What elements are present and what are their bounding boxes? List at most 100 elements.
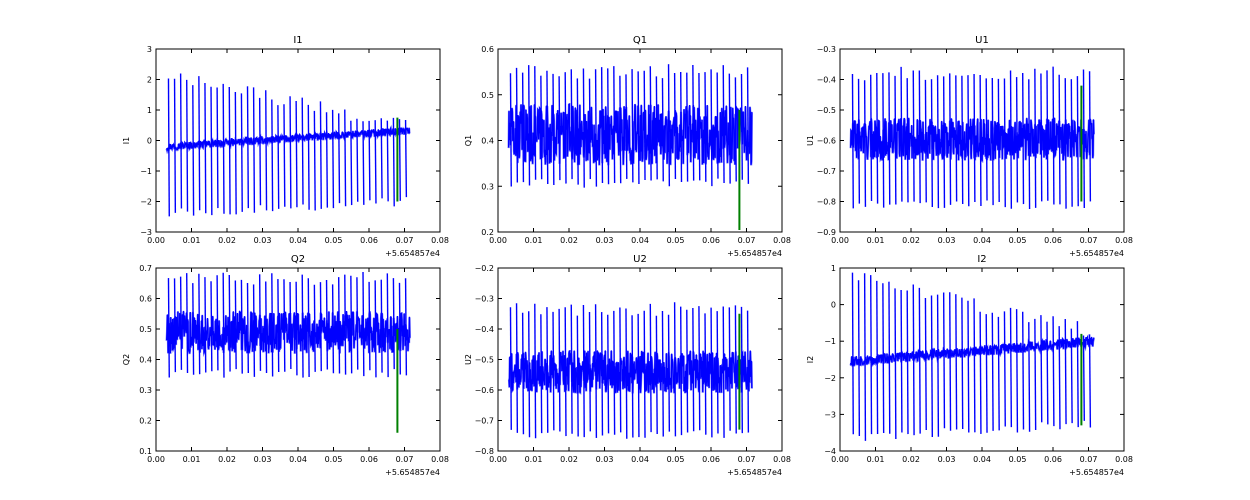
x-tick-label: 0.04 xyxy=(289,236,307,245)
x-tick-label: 0.05 xyxy=(1009,236,1027,245)
spike-mark xyxy=(528,311,531,438)
spike-mark xyxy=(576,78,579,185)
spike-mark xyxy=(1058,74,1061,205)
spike-mark xyxy=(258,97,262,206)
spike-mark xyxy=(558,308,561,432)
spike-mark xyxy=(338,277,341,374)
spike-mark xyxy=(515,303,519,433)
subplot-u1: 0.00 0.01 0.02 0.03 0.04 0.05 0.06 0.07 0.08 −0.9… xyxy=(806,35,1133,258)
spike-mark xyxy=(949,292,952,431)
spike-mark xyxy=(888,281,891,434)
subplot-title: Q1 xyxy=(633,35,647,46)
spike-mark xyxy=(338,113,341,204)
spike-mark xyxy=(710,307,713,438)
spike-mark xyxy=(167,78,170,217)
spike-mark xyxy=(1009,70,1013,209)
spike-mark xyxy=(234,280,237,370)
spike-mark xyxy=(277,279,280,373)
subplot-q2: 0.00 0.01 0.02 0.03 0.04 0.05 0.06 0.07 0.08 0.1 0… xyxy=(122,254,449,477)
spike-mark xyxy=(863,273,867,441)
spike-mark xyxy=(894,75,897,205)
spike-mark xyxy=(973,298,976,433)
x-tick-label: 0.07 xyxy=(738,455,756,464)
spike-mark xyxy=(1076,76,1079,207)
subplot-i2: 0.00 0.01 0.02 0.03 0.04 0.05 0.06 0.07 0.08 −4 −3… xyxy=(806,254,1133,477)
spike-mark xyxy=(997,78,1000,202)
spike-mark xyxy=(252,87,256,213)
x-tick-label: 0.03 xyxy=(254,455,272,464)
spike-mark xyxy=(319,101,322,209)
y-tick-label: −3 xyxy=(140,228,152,237)
plot-area xyxy=(165,271,411,433)
spike-mark xyxy=(216,87,219,209)
spike-mark xyxy=(942,76,946,208)
spike-mark xyxy=(331,284,335,374)
x-offset-label: +5.654857e4 xyxy=(385,468,440,477)
spike-mark xyxy=(1003,311,1006,427)
spike-mark xyxy=(673,72,677,179)
spike-mark xyxy=(851,74,854,209)
spike-mark xyxy=(228,87,231,215)
spike-mark xyxy=(271,99,274,212)
spike-mark xyxy=(558,76,561,181)
y-tick-label: −1 xyxy=(824,337,836,346)
spike-mark xyxy=(876,73,879,204)
x-tick-label: 0.00 xyxy=(147,455,165,464)
spike-mark xyxy=(1015,77,1019,203)
x-tick-label: 0.07 xyxy=(1080,455,1098,464)
spike-mark xyxy=(716,72,719,179)
spike-mark xyxy=(186,273,189,373)
spike-mark xyxy=(1034,318,1037,431)
x-tick-label: 0.04 xyxy=(289,455,307,464)
y-tick-label: −2 xyxy=(140,198,152,207)
subplot-title: Q2 xyxy=(291,254,305,265)
spike-mark xyxy=(210,281,213,372)
y-tick-label: −0.4 xyxy=(475,325,494,334)
spike-mark xyxy=(234,91,237,215)
spike-mark xyxy=(392,278,395,370)
spike-mark xyxy=(186,79,189,212)
subplot-q1: 0.00 0.01 0.02 0.03 0.04 0.05 0.06 0.07 0.08 0.2 0… xyxy=(464,35,791,258)
spike-mark xyxy=(540,314,543,434)
y-tick-label: 0.4 xyxy=(139,356,152,365)
spike-mark xyxy=(722,65,725,183)
spike-mark xyxy=(258,274,262,371)
spike-mark xyxy=(973,73,976,203)
spike-mark xyxy=(368,281,371,371)
x-tick-label: 0.07 xyxy=(396,455,414,464)
x-tick-label: 0.05 xyxy=(325,236,343,245)
spike-mark xyxy=(204,83,207,214)
spike-mark xyxy=(319,282,322,372)
spike-mark xyxy=(534,303,537,439)
subplot-title: I2 xyxy=(977,254,986,265)
spike-mark xyxy=(368,120,371,201)
x-tick-label: 0.00 xyxy=(831,236,849,245)
spike-mark xyxy=(704,72,707,182)
spike-mark xyxy=(509,307,512,430)
spike-mark xyxy=(173,78,177,213)
spike-mark xyxy=(313,284,316,372)
x-tick-label: 0.08 xyxy=(1115,236,1133,245)
x-tick-label: 0.02 xyxy=(218,236,236,245)
x-tick-label: 0.00 xyxy=(147,236,165,245)
spike-mark xyxy=(252,284,256,377)
spike-mark xyxy=(643,310,646,438)
spike-mark xyxy=(1058,326,1061,430)
y-tick-label: −0.9 xyxy=(817,228,836,237)
spike-mark xyxy=(991,312,994,431)
plot-area xyxy=(849,66,1095,210)
spike-mark xyxy=(661,78,664,182)
spike-mark xyxy=(722,306,725,438)
spike-mark xyxy=(325,280,329,370)
x-tick-label: 0.00 xyxy=(831,455,849,464)
spike-mark xyxy=(655,315,658,435)
spike-mark xyxy=(594,304,598,438)
spike-mark xyxy=(900,66,903,202)
x-tick-label: 0.04 xyxy=(973,236,991,245)
spike-mark xyxy=(246,86,250,209)
spike-mark xyxy=(1070,79,1073,207)
y-tick-label: −0.8 xyxy=(817,198,836,207)
spike-mark xyxy=(380,279,383,373)
spike-mark xyxy=(667,314,671,432)
